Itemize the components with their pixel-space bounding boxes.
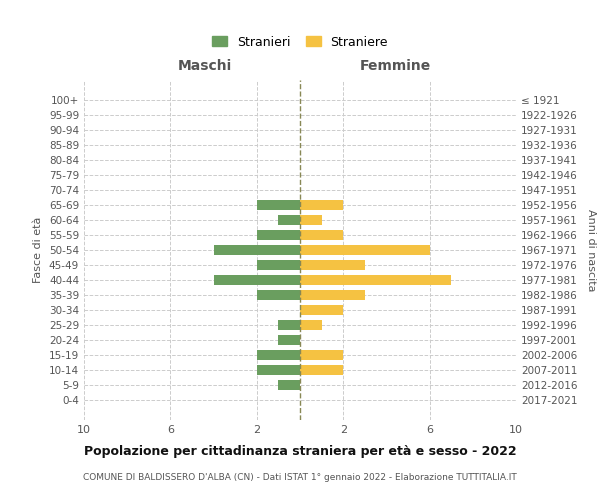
Bar — [300, 200, 343, 210]
Bar — [300, 230, 343, 240]
Text: Popolazione per cittadinanza straniera per età e sesso - 2022: Popolazione per cittadinanza straniera p… — [83, 444, 517, 458]
Bar — [214, 245, 300, 255]
Bar — [278, 335, 300, 344]
Text: Femmine: Femmine — [359, 59, 431, 73]
Bar — [278, 380, 300, 390]
Bar — [214, 275, 300, 285]
Bar — [257, 200, 300, 210]
Bar — [300, 365, 343, 374]
Bar — [257, 260, 300, 270]
Legend: Stranieri, Straniere: Stranieri, Straniere — [208, 32, 392, 52]
Bar — [300, 275, 451, 285]
Text: Maschi: Maschi — [178, 59, 232, 73]
Bar — [278, 215, 300, 225]
Bar — [278, 320, 300, 330]
Bar — [257, 350, 300, 360]
Bar — [300, 215, 322, 225]
Y-axis label: Fasce di età: Fasce di età — [34, 217, 43, 283]
Bar — [257, 230, 300, 240]
Bar — [300, 305, 343, 314]
Bar — [300, 260, 365, 270]
Bar — [300, 245, 430, 255]
Bar — [300, 350, 343, 360]
Bar — [257, 365, 300, 374]
Bar — [300, 290, 365, 300]
Text: COMUNE DI BALDISSERO D'ALBA (CN) - Dati ISTAT 1° gennaio 2022 - Elaborazione TUT: COMUNE DI BALDISSERO D'ALBA (CN) - Dati … — [83, 472, 517, 482]
Y-axis label: Anni di nascita: Anni di nascita — [586, 209, 596, 291]
Bar — [257, 290, 300, 300]
Bar — [300, 320, 322, 330]
